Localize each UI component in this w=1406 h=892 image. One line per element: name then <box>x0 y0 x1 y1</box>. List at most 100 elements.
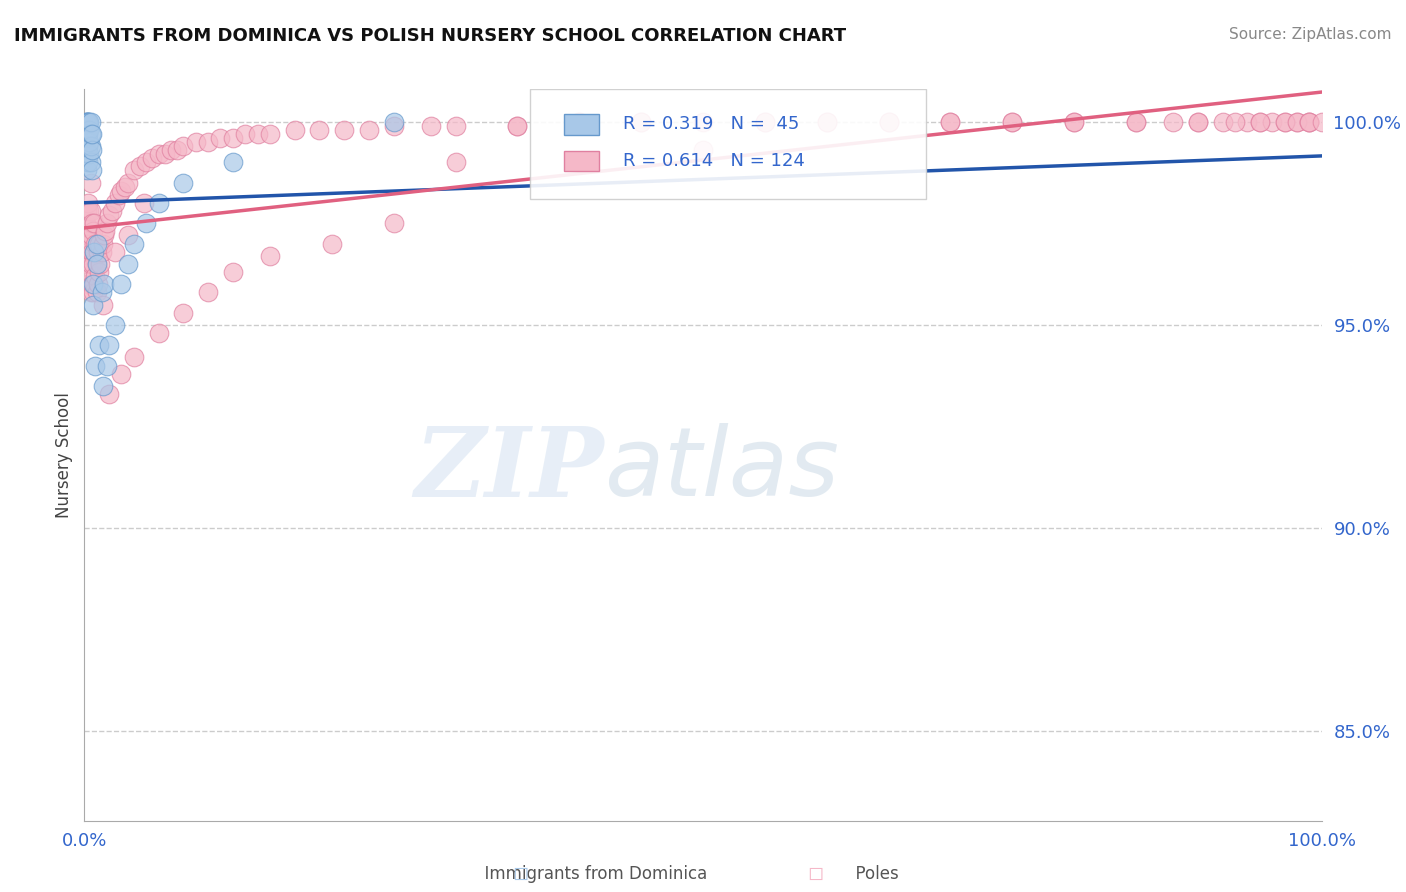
Point <box>98 208 121 222</box>
Point <box>444 155 467 169</box>
Point <box>87 277 110 292</box>
Point <box>1285 114 1308 128</box>
Point <box>98 338 121 352</box>
Point <box>166 143 188 157</box>
Point <box>79 114 101 128</box>
Point <box>76 114 98 128</box>
Point <box>80 277 103 292</box>
Point <box>79 285 101 300</box>
Point <box>333 123 356 137</box>
Point <box>75 131 97 145</box>
Point <box>91 379 114 393</box>
Point <box>444 119 467 133</box>
Text: atlas: atlas <box>605 423 839 516</box>
Point <box>89 265 111 279</box>
Point <box>82 257 104 271</box>
Point <box>197 285 219 300</box>
Point <box>877 114 900 128</box>
Point <box>75 216 97 230</box>
Point <box>1298 114 1320 128</box>
Point <box>568 114 591 128</box>
Point <box>754 114 776 128</box>
Text: Immigrants from Dominica: Immigrants from Dominica <box>474 865 707 883</box>
Point <box>76 228 98 243</box>
Point <box>1223 114 1246 128</box>
Point <box>84 359 107 373</box>
Point <box>172 176 194 190</box>
Point <box>80 163 103 178</box>
Point <box>148 326 170 340</box>
Point <box>815 114 838 128</box>
Point <box>1261 114 1284 128</box>
Point <box>83 244 105 259</box>
Point <box>222 131 245 145</box>
Point <box>129 160 152 174</box>
Text: Source: ZipAtlas.com: Source: ZipAtlas.com <box>1229 27 1392 42</box>
Point <box>1249 114 1271 128</box>
Point <box>117 176 139 190</box>
Text: Poles: Poles <box>845 865 898 883</box>
Point <box>1310 114 1333 128</box>
Point <box>132 196 155 211</box>
Point <box>91 236 114 251</box>
Point <box>79 139 101 153</box>
Point <box>82 224 104 238</box>
Point <box>96 216 118 230</box>
Point <box>77 139 100 153</box>
Point <box>1298 114 1320 128</box>
Point <box>148 147 170 161</box>
Point <box>79 127 101 141</box>
Point <box>79 114 101 128</box>
Point <box>91 297 114 311</box>
Point <box>86 236 108 251</box>
Point <box>233 127 256 141</box>
Point <box>79 204 101 219</box>
Point <box>382 114 405 128</box>
Point <box>79 265 101 279</box>
Point <box>1063 114 1085 128</box>
Point <box>104 244 127 259</box>
Point <box>82 277 104 292</box>
Point <box>76 163 98 178</box>
Point <box>1249 114 1271 128</box>
Point <box>110 367 132 381</box>
Point <box>77 114 100 128</box>
Point <box>77 114 100 128</box>
Point <box>75 123 97 137</box>
Point <box>79 257 101 271</box>
Point <box>96 359 118 373</box>
Point <box>100 204 122 219</box>
Point <box>76 143 98 157</box>
Point <box>89 257 111 271</box>
Point <box>79 176 101 190</box>
Point <box>89 338 111 352</box>
Point <box>1285 114 1308 128</box>
Point <box>141 151 163 165</box>
Point <box>79 135 101 149</box>
Point <box>160 143 183 157</box>
Point <box>76 257 98 271</box>
Point <box>382 119 405 133</box>
Point <box>108 187 131 202</box>
Point <box>122 351 145 365</box>
Point <box>135 216 157 230</box>
Point <box>568 114 591 128</box>
Point <box>382 216 405 230</box>
Point <box>114 179 136 194</box>
Point <box>1274 114 1296 128</box>
Point <box>75 114 97 128</box>
Point <box>79 228 101 243</box>
Point <box>692 143 714 157</box>
Point <box>135 155 157 169</box>
Point <box>939 114 962 128</box>
Point <box>117 257 139 271</box>
Point <box>86 257 108 271</box>
Point <box>110 277 132 292</box>
Point <box>80 143 103 157</box>
FancyBboxPatch shape <box>530 89 925 199</box>
Point <box>419 119 441 133</box>
Point <box>1125 114 1147 128</box>
Point <box>222 155 245 169</box>
Point <box>1274 114 1296 128</box>
Point <box>90 285 112 300</box>
